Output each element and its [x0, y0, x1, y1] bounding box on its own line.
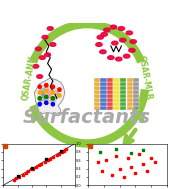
FancyBboxPatch shape	[94, 94, 100, 98]
FancyBboxPatch shape	[120, 94, 126, 98]
FancyBboxPatch shape	[120, 78, 126, 82]
FancyBboxPatch shape	[100, 106, 107, 110]
FancyBboxPatch shape	[133, 86, 140, 90]
Ellipse shape	[118, 27, 125, 30]
FancyBboxPatch shape	[100, 86, 107, 90]
FancyBboxPatch shape	[94, 82, 100, 86]
FancyBboxPatch shape	[127, 91, 133, 94]
Ellipse shape	[126, 31, 132, 35]
FancyBboxPatch shape	[100, 91, 107, 94]
FancyBboxPatch shape	[133, 91, 140, 94]
FancyBboxPatch shape	[100, 94, 107, 98]
FancyBboxPatch shape	[94, 106, 100, 110]
FancyBboxPatch shape	[120, 106, 126, 110]
FancyBboxPatch shape	[114, 94, 120, 98]
FancyBboxPatch shape	[127, 82, 133, 86]
FancyBboxPatch shape	[120, 91, 126, 94]
Circle shape	[51, 85, 54, 88]
Ellipse shape	[33, 64, 39, 68]
Ellipse shape	[47, 27, 53, 30]
Ellipse shape	[108, 56, 114, 60]
FancyBboxPatch shape	[107, 98, 113, 102]
Ellipse shape	[101, 33, 107, 36]
Circle shape	[38, 97, 41, 100]
FancyBboxPatch shape	[133, 98, 140, 102]
Text: QSAR-MLR: QSAR-MLR	[137, 55, 154, 101]
Ellipse shape	[96, 43, 102, 46]
FancyBboxPatch shape	[94, 91, 100, 94]
FancyBboxPatch shape	[114, 106, 120, 110]
Ellipse shape	[130, 40, 136, 43]
FancyBboxPatch shape	[127, 106, 133, 110]
FancyBboxPatch shape	[100, 102, 107, 106]
Ellipse shape	[123, 54, 130, 58]
Ellipse shape	[97, 35, 104, 39]
Ellipse shape	[104, 28, 110, 32]
FancyBboxPatch shape	[107, 102, 113, 106]
Circle shape	[51, 91, 54, 94]
Ellipse shape	[35, 47, 41, 51]
Circle shape	[51, 97, 54, 100]
FancyBboxPatch shape	[100, 98, 107, 102]
FancyBboxPatch shape	[107, 106, 113, 110]
Circle shape	[51, 102, 54, 106]
FancyBboxPatch shape	[133, 82, 140, 86]
Circle shape	[38, 91, 41, 94]
Polygon shape	[34, 78, 65, 116]
Circle shape	[45, 95, 48, 99]
Text: Surfactants: Surfactants	[23, 108, 151, 127]
FancyBboxPatch shape	[120, 86, 126, 90]
Ellipse shape	[116, 57, 122, 61]
Ellipse shape	[100, 50, 106, 54]
Circle shape	[45, 84, 48, 87]
FancyBboxPatch shape	[127, 78, 133, 82]
Circle shape	[58, 94, 61, 97]
Ellipse shape	[42, 35, 48, 39]
Text: QSAR-ANN: QSAR-ANN	[21, 55, 38, 101]
FancyBboxPatch shape	[120, 102, 126, 106]
FancyBboxPatch shape	[107, 86, 113, 90]
Ellipse shape	[39, 56, 45, 59]
FancyBboxPatch shape	[127, 98, 133, 102]
FancyBboxPatch shape	[100, 78, 107, 82]
FancyBboxPatch shape	[120, 82, 126, 86]
FancyBboxPatch shape	[94, 86, 100, 90]
FancyBboxPatch shape	[133, 106, 140, 110]
FancyBboxPatch shape	[114, 91, 120, 94]
FancyBboxPatch shape	[133, 102, 140, 106]
FancyBboxPatch shape	[100, 82, 107, 86]
FancyBboxPatch shape	[133, 78, 140, 82]
FancyBboxPatch shape	[114, 82, 120, 86]
Circle shape	[45, 89, 48, 93]
FancyBboxPatch shape	[114, 86, 120, 90]
FancyBboxPatch shape	[107, 78, 113, 82]
Ellipse shape	[110, 25, 117, 29]
FancyBboxPatch shape	[107, 82, 113, 86]
FancyBboxPatch shape	[127, 102, 133, 106]
FancyBboxPatch shape	[107, 91, 113, 94]
FancyBboxPatch shape	[127, 86, 133, 90]
Ellipse shape	[50, 43, 56, 46]
FancyBboxPatch shape	[94, 78, 100, 82]
FancyBboxPatch shape	[133, 94, 140, 98]
Ellipse shape	[112, 41, 118, 45]
Circle shape	[45, 101, 48, 105]
FancyBboxPatch shape	[107, 94, 113, 98]
Ellipse shape	[129, 48, 135, 52]
FancyBboxPatch shape	[94, 98, 100, 102]
FancyBboxPatch shape	[114, 102, 120, 106]
Circle shape	[38, 85, 41, 88]
Ellipse shape	[37, 75, 43, 78]
Circle shape	[58, 88, 61, 91]
Ellipse shape	[120, 38, 126, 42]
FancyBboxPatch shape	[114, 78, 120, 82]
FancyBboxPatch shape	[94, 102, 100, 106]
FancyBboxPatch shape	[120, 98, 126, 102]
FancyBboxPatch shape	[127, 94, 133, 98]
Circle shape	[38, 102, 41, 106]
FancyBboxPatch shape	[114, 98, 120, 102]
Ellipse shape	[45, 53, 50, 57]
